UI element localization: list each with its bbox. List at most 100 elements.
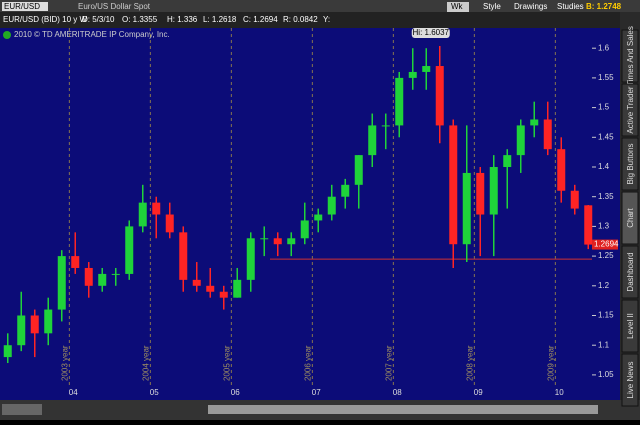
toolbar [0,12,640,28]
side-tab[interactable] [621,299,639,353]
style-button[interactable]: Style [483,2,501,11]
range: R: 0.0842 [283,15,318,24]
candle-body [111,273,120,275]
candle-body [489,166,498,215]
y-tick-label: 1.05 [598,370,614,379]
hi-label-box [411,27,450,38]
candle-body [354,155,363,185]
y-tick-label: 1.25 [598,251,614,260]
side-tab-label: Big Buttons [626,144,635,185]
x-tick-label: 05 [150,388,159,397]
hi-label: Hi: 1.6037 [413,28,450,37]
candle-body [138,202,147,227]
year-label: 2003 year [60,345,69,381]
candle-body [395,77,404,126]
side-tab-label: Dashboard [626,252,635,291]
symbol-box[interactable] [2,2,48,11]
side-tab-label: Active Trader [626,86,635,133]
side-tab[interactable] [621,191,639,245]
scrollbar[interactable] [208,405,598,414]
candle-body [57,256,66,310]
candle-body [206,285,215,292]
candle-body [368,125,377,156]
candle-body [503,155,512,167]
side-tab-label: Level II [626,313,635,339]
candle-body [152,202,161,215]
year-label: 2009 year [546,345,555,381]
y-tick-label: 1.1 [598,340,610,349]
candle-body [327,196,336,215]
zoom-buttons[interactable] [2,404,42,415]
candle-body [17,315,26,346]
chart-area [0,28,620,400]
drawings-button[interactable]: Drawings [514,2,547,11]
candle-body [381,125,390,127]
candle-body [462,172,471,245]
description: Euro/US Dollar Spot [78,2,151,11]
candle-body [84,267,93,286]
candle-body [3,345,12,358]
candle-body [530,119,539,126]
close: C: 1.2694 [243,15,278,24]
y-tick-label: 1.15 [598,311,614,320]
candle-body [408,71,417,78]
side-tab[interactable] [621,137,639,191]
side-tab[interactable] [621,353,639,407]
low: L: 1.2618 [203,15,237,24]
y-tick-label: 1.3 [598,222,610,231]
high: H: 1.336 [167,15,198,24]
period: Wk [451,2,464,11]
info-icon[interactable] [3,31,11,39]
studies-button[interactable]: Studies [557,2,584,11]
candle-body [179,232,188,280]
candle-body [557,149,566,191]
date: D: 5/3/10 [82,15,115,24]
x-tick-label: 04 [69,388,78,397]
candle-body [98,273,107,286]
candle-body [30,315,39,334]
side-tab[interactable] [621,83,639,137]
side-tab-label: Chart [626,207,635,227]
candle-body [584,205,593,245]
symbol: EUR/USD [4,2,40,11]
bid: B: 1.2748 [586,2,622,11]
chart-name: EUR/USD (BID) 10 y W [3,15,87,24]
year-label: 2006 year [303,345,312,381]
candle-body [246,238,255,280]
candle-body [314,214,323,221]
candle-body [287,238,296,245]
x-tick-label: 09 [474,388,483,397]
last-price-box [592,239,618,250]
candle-body [71,256,80,268]
year-label: 2008 year [465,345,474,381]
y-tick-label: 1.5 [598,103,610,112]
candle-body [422,66,431,72]
last-price: 1.2694 [594,240,619,249]
title-bar [0,0,640,12]
candle-body [543,119,552,150]
x-tick-label: 06 [231,388,240,397]
x-tick-label: 07 [312,388,321,397]
candle-body [341,184,350,197]
side-tab[interactable] [621,245,639,299]
candle-body [125,226,134,274]
candle-body [219,291,228,298]
candle-body [300,220,309,239]
y-tick-label: 1.55 [598,73,614,82]
side-tab-label: Live News [626,362,635,399]
side-tab[interactable] [621,29,639,83]
candle-body [44,309,53,334]
candle-body [260,238,269,240]
open: O: 1.3355 [122,15,158,24]
period-button[interactable] [447,2,469,12]
volume: Y: [323,15,330,24]
candle-body [192,279,201,286]
candle-body [516,125,525,156]
side-tab-label: Times And Sales [626,26,635,86]
y-tick-label: 1.35 [598,192,614,201]
y-tick-label: 1.6 [598,43,610,52]
candle-body [435,66,444,126]
candle-body [273,238,282,245]
